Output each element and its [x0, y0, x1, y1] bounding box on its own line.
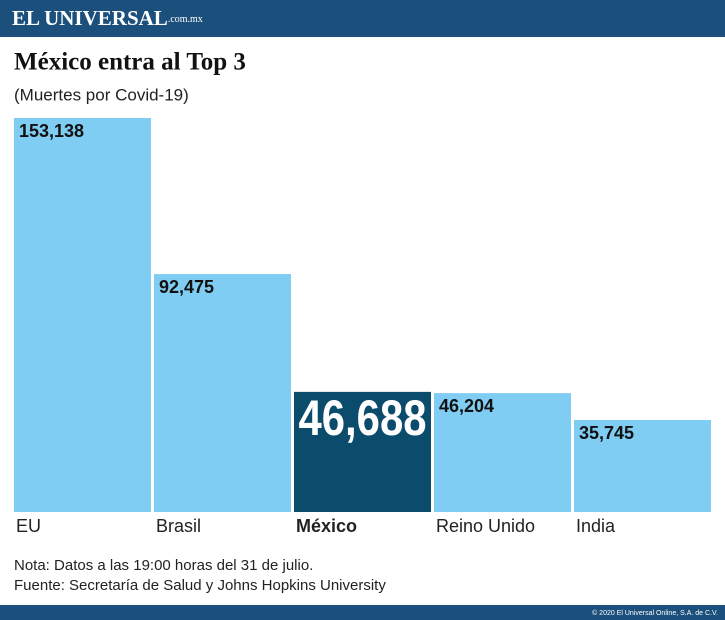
brand-domain: .com.mx	[168, 14, 203, 25]
value-label: 92,475	[159, 277, 214, 297]
bar	[294, 391, 431, 512]
chart-subtitle: (Muertes por Covid-19)	[14, 85, 189, 104]
brand: EL UNIVERSAL.com.mx	[12, 6, 203, 30]
value-label: 35,745	[579, 423, 634, 443]
value-label: 153,138	[19, 121, 84, 141]
footer-bar	[0, 605, 725, 620]
category-label: Brasil	[156, 516, 201, 536]
plot: 153,138 EU 92,475 Brasil 46,688 México 46,204 R…	[14, 118, 711, 536]
category-label: Reino Unido	[436, 516, 535, 536]
bar	[434, 393, 571, 512]
category-label: México	[296, 516, 357, 536]
category-label: EU	[16, 516, 41, 536]
brand-name: EL UNIVERSAL	[12, 6, 168, 30]
copyright: © 2020 El Universal Online, S.A. de C.V.	[592, 609, 718, 617]
bar	[574, 420, 711, 512]
bar	[154, 274, 291, 512]
note: Nota: Datos a las 19:00 horas del 31 de …	[14, 557, 313, 574]
category-label: India	[576, 516, 616, 536]
source: Fuente: Secretaría de Salud y Johns Hopk…	[14, 577, 386, 594]
value-label: 46,688	[299, 390, 427, 446]
header-bar	[0, 0, 725, 37]
bar	[14, 118, 151, 512]
value-label: 46,204	[439, 396, 494, 416]
chart-title: México entra al Top 3	[14, 49, 246, 76]
